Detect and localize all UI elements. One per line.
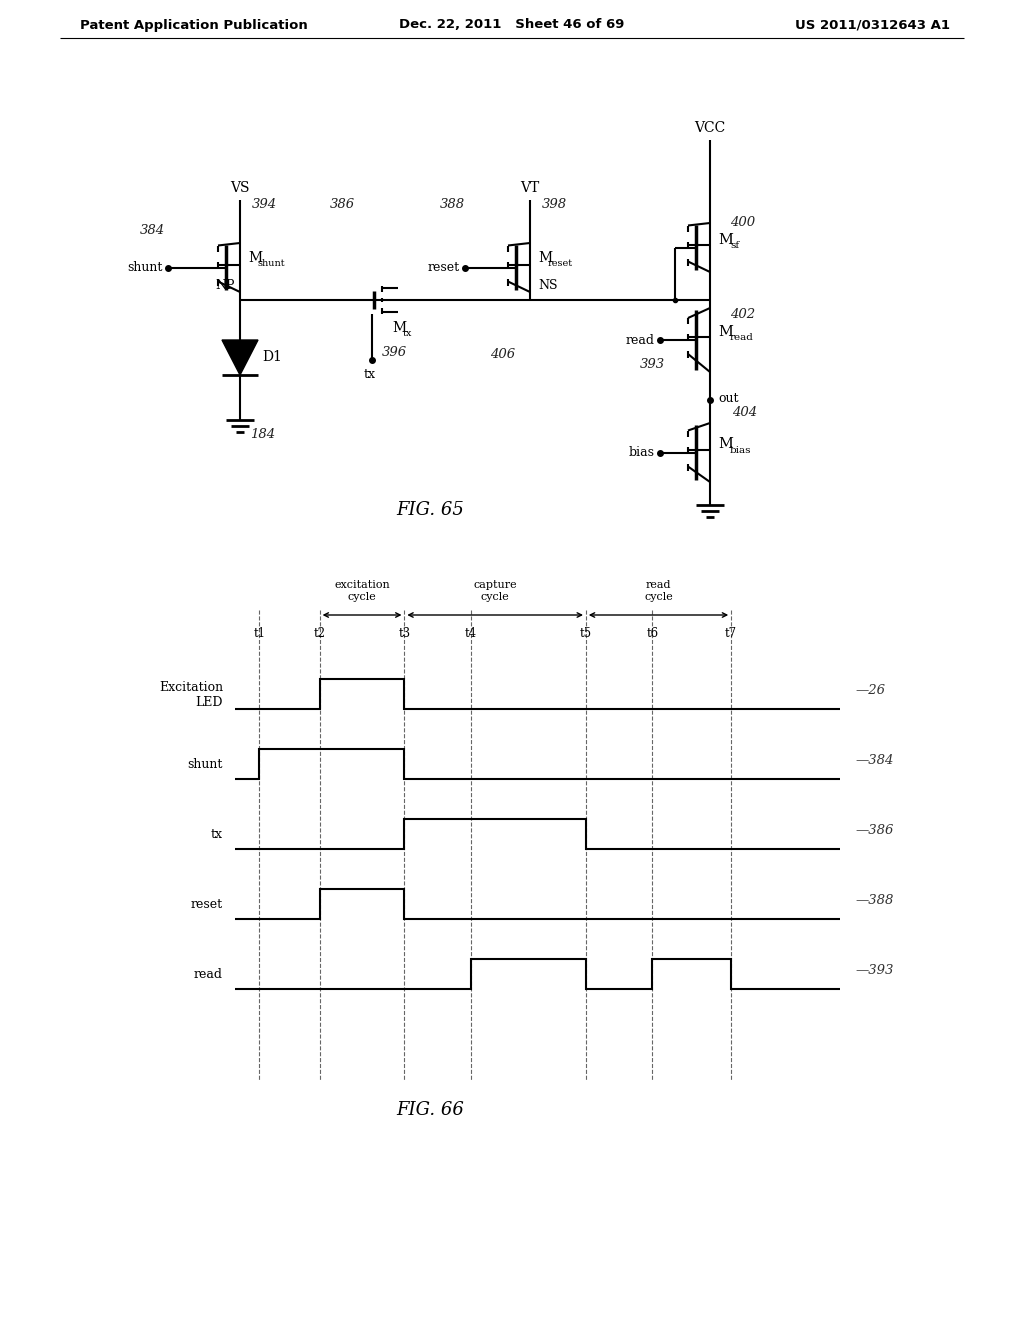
Text: 393: 393 [640,359,666,371]
Text: read: read [194,969,223,982]
Text: t2: t2 [313,627,326,640]
Text: —393: —393 [855,964,893,977]
Text: M: M [248,251,262,264]
Text: —26: —26 [855,684,885,697]
Text: tx: tx [364,368,376,381]
Text: FIG. 66: FIG. 66 [396,1101,464,1119]
Text: 388: 388 [440,198,465,211]
Text: Excitation
LED: Excitation LED [159,681,223,709]
Text: 384: 384 [140,223,165,236]
Text: t5: t5 [580,627,592,640]
Text: shunt: shunt [258,259,286,268]
Text: t3: t3 [398,627,411,640]
Text: 404: 404 [732,407,757,420]
Text: out: out [718,392,738,404]
Text: Patent Application Publication: Patent Application Publication [80,18,308,32]
Text: t1: t1 [253,627,265,640]
Text: t7: t7 [725,627,737,640]
Text: —386: —386 [855,824,893,837]
Text: read: read [626,334,655,346]
Text: 400: 400 [730,216,755,228]
Text: M: M [718,232,733,247]
Text: 396: 396 [382,346,408,359]
Text: NS: NS [538,279,557,292]
Text: capture
cycle: capture cycle [473,581,517,602]
Text: —388: —388 [855,894,893,907]
Text: bias: bias [730,446,752,455]
Text: 398: 398 [542,198,567,211]
Text: 386: 386 [330,198,355,211]
Text: t4: t4 [465,627,477,640]
Text: 402: 402 [730,309,755,322]
Text: sf: sf [730,242,739,249]
Text: US 2011/0312643 A1: US 2011/0312643 A1 [795,18,950,32]
Text: tx: tx [403,330,413,338]
Text: M: M [392,321,407,335]
Text: NP: NP [215,279,234,292]
Text: t6: t6 [646,627,658,640]
Text: FIG. 65: FIG. 65 [396,502,464,519]
Text: tx: tx [211,829,223,842]
Text: —384: —384 [855,754,893,767]
Polygon shape [222,341,258,375]
Text: read
cycle: read cycle [644,581,673,602]
Text: reset: reset [428,261,460,275]
Text: Dec. 22, 2011   Sheet 46 of 69: Dec. 22, 2011 Sheet 46 of 69 [399,18,625,32]
Text: reset: reset [190,899,223,912]
Text: bias: bias [629,446,655,459]
Text: D1: D1 [262,350,282,364]
Text: M: M [718,325,733,339]
Text: 406: 406 [490,348,515,362]
Text: read: read [730,334,754,342]
Text: VS: VS [230,181,250,195]
Text: M: M [538,251,552,264]
Text: reset: reset [548,259,573,268]
Text: 184: 184 [250,429,275,441]
Text: M: M [718,437,733,451]
Text: VCC: VCC [694,121,726,135]
Text: VT: VT [520,181,540,195]
Text: shunt: shunt [128,261,163,275]
Text: shunt: shunt [187,759,223,771]
Text: excitation
cycle: excitation cycle [334,581,390,602]
Text: 394: 394 [252,198,278,211]
